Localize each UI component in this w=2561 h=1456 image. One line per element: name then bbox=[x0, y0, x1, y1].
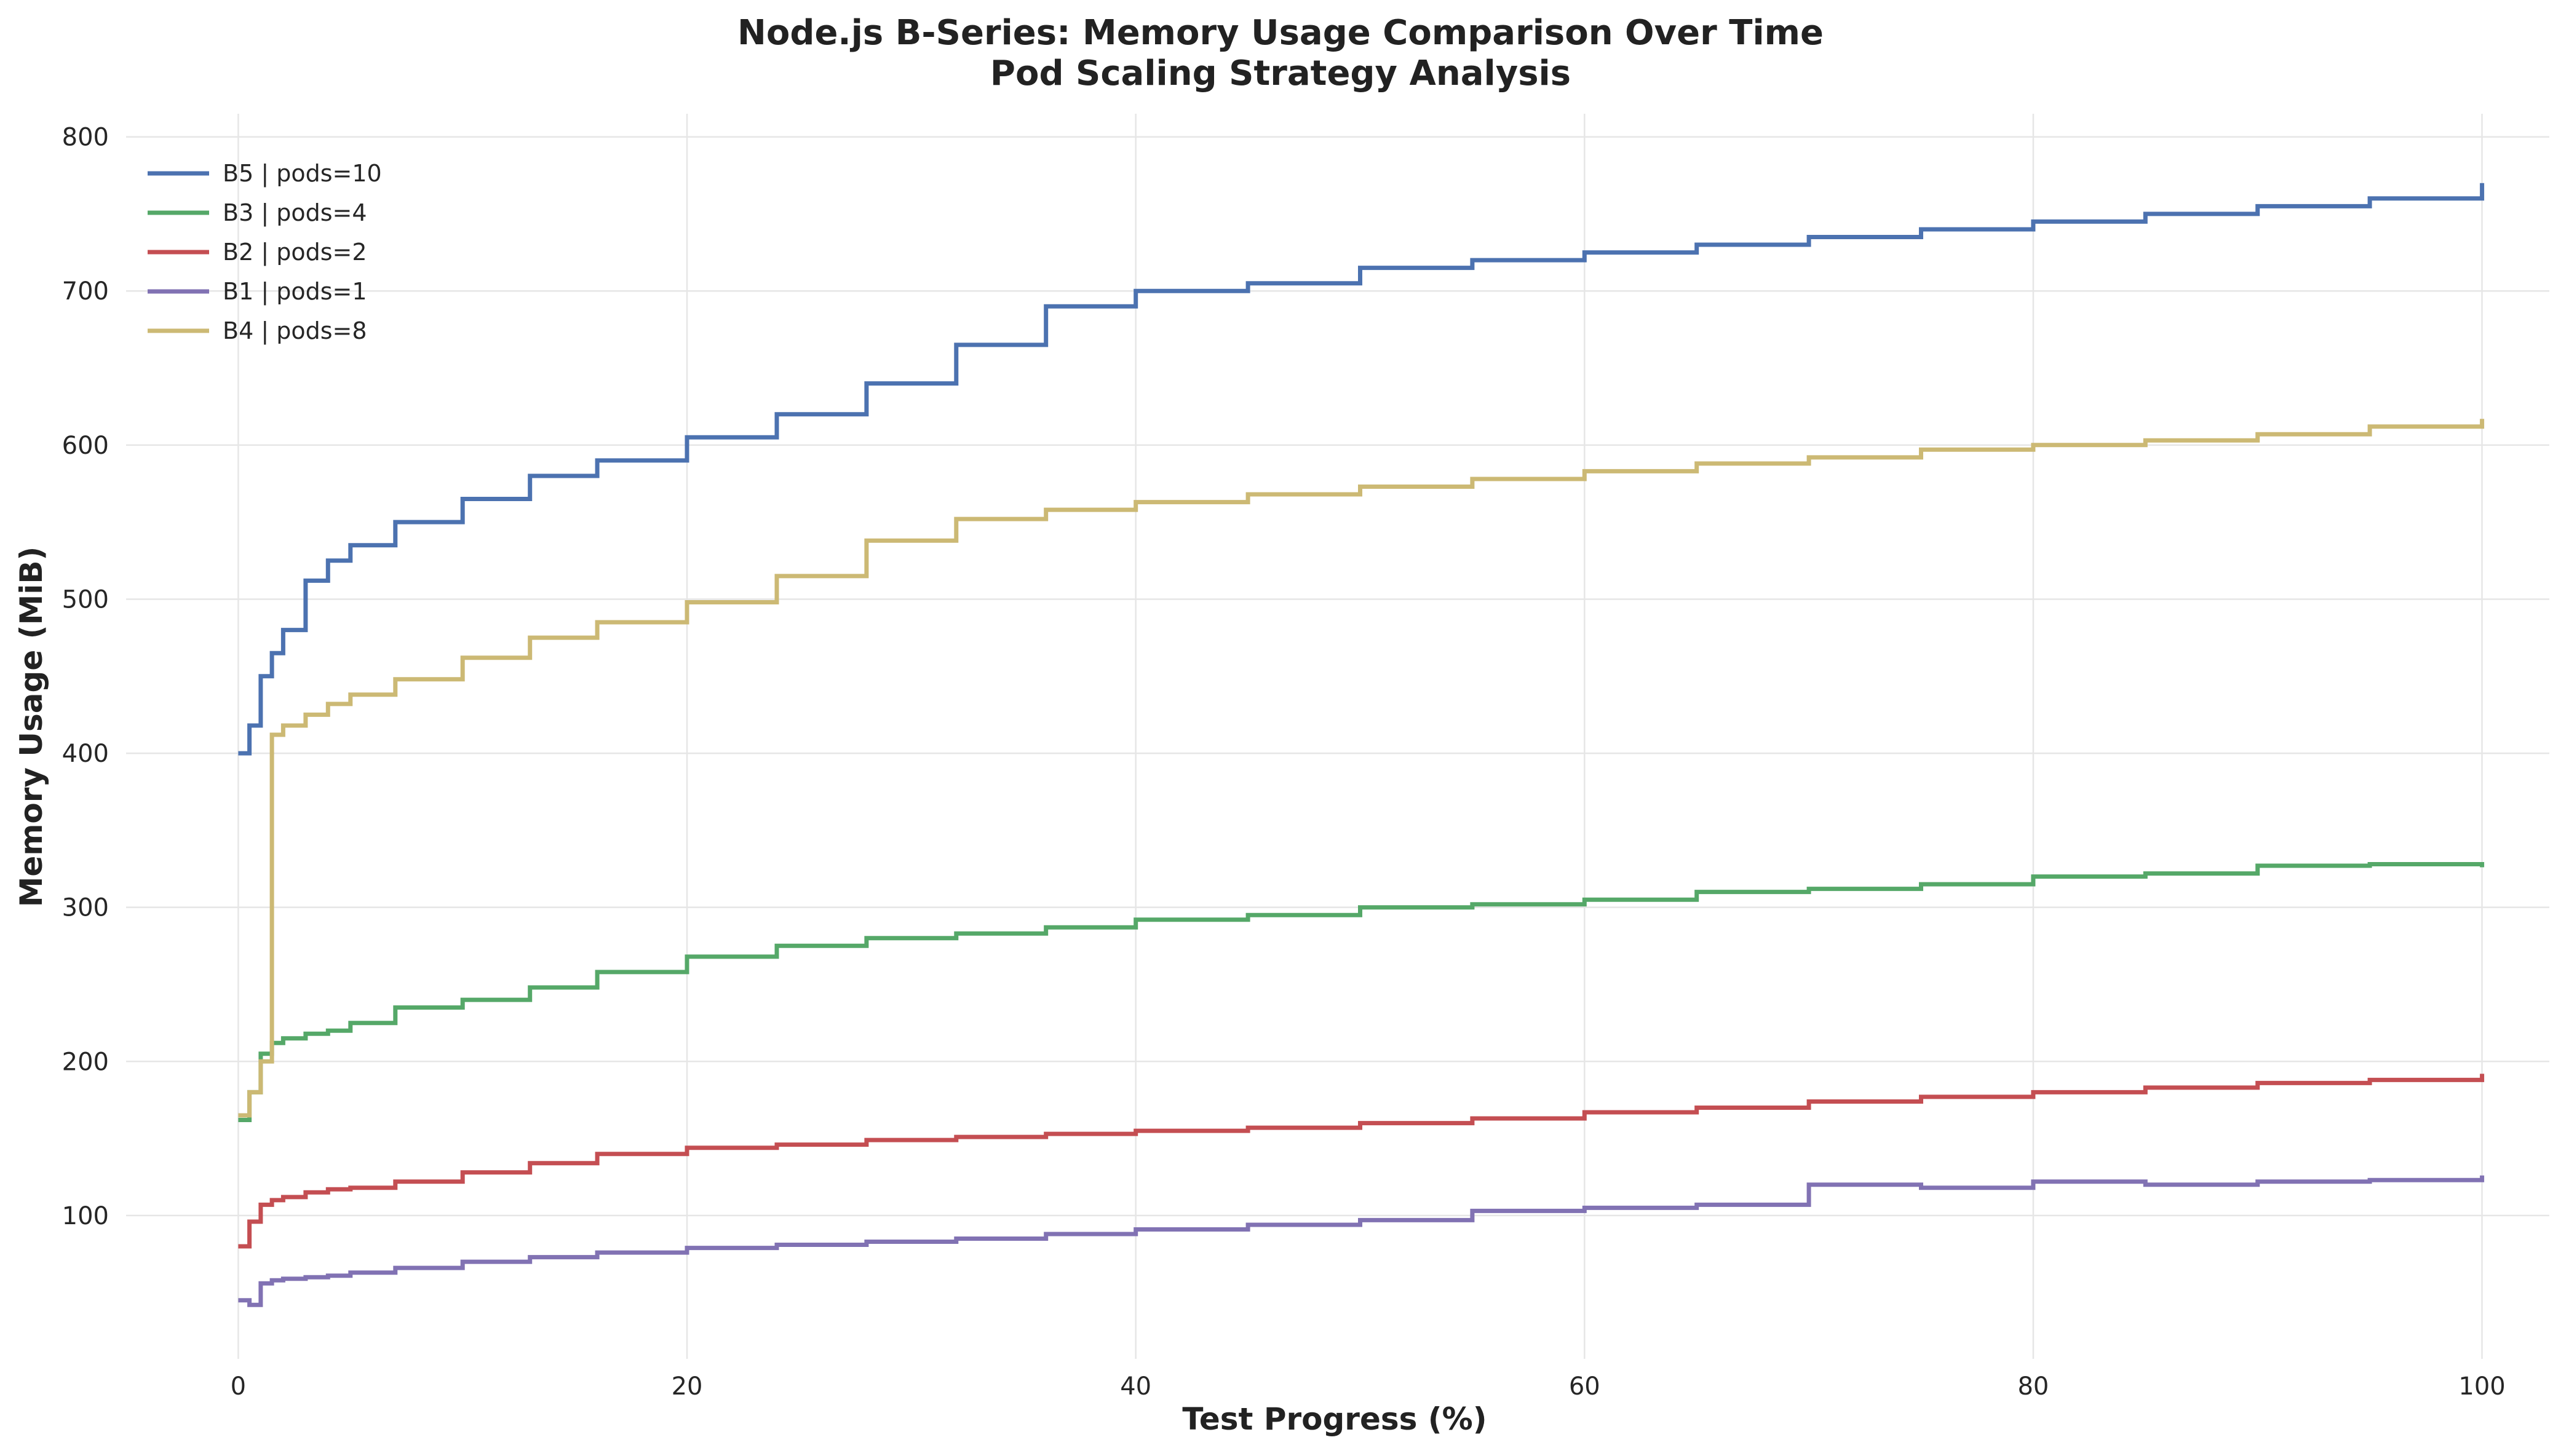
x-tick-label: 40 bbox=[1120, 1372, 1151, 1401]
tick-labels: 0 20 40 60 80 100 100 200 300 400 500 600 700 800 bbox=[62, 124, 2506, 1401]
grid bbox=[126, 114, 2549, 1359]
y-tick-label: 700 bbox=[62, 277, 109, 306]
legend-label: B4 | pods=8 bbox=[223, 317, 367, 345]
chart-title: Node.js B-Series: Memory Usage Compariso… bbox=[737, 13, 1824, 53]
legend: B5 | pods=10 B3 | pods=4 B2 | pods=2 B1 | p… bbox=[148, 160, 382, 345]
x-tick-label: 80 bbox=[2017, 1372, 2049, 1401]
y-tick-label: 300 bbox=[62, 894, 109, 922]
x-tick-label: 100 bbox=[2458, 1372, 2505, 1401]
legend-label: B5 | pods=10 bbox=[223, 160, 382, 188]
x-tick-label: 20 bbox=[672, 1372, 703, 1401]
chart-subtitle: Pod Scaling Strategy Analysis bbox=[990, 53, 1571, 93]
series-line-b1 bbox=[238, 1175, 2485, 1307]
series-line-b5 bbox=[238, 183, 2485, 756]
series-lines bbox=[238, 183, 2485, 1307]
x-tick-label: 0 bbox=[231, 1372, 246, 1401]
x-tick-label: 60 bbox=[1569, 1372, 1600, 1401]
y-tick-label: 400 bbox=[62, 740, 109, 768]
y-tick-label: 600 bbox=[62, 432, 109, 460]
series-line-b2 bbox=[238, 1074, 2485, 1249]
y-axis-label: Memory Usage (MiB) bbox=[14, 547, 49, 908]
legend-label: B2 | pods=2 bbox=[223, 239, 367, 266]
series-line-b3 bbox=[238, 862, 2485, 1122]
y-tick-label: 800 bbox=[62, 124, 109, 152]
legend-label: B3 | pods=4 bbox=[223, 199, 367, 227]
y-tick-label: 500 bbox=[62, 585, 109, 614]
x-axis-label: Test Progress (%) bbox=[1182, 1401, 1487, 1437]
y-tick-label: 100 bbox=[62, 1202, 109, 1230]
legend-label: B1 | pods=1 bbox=[223, 278, 367, 306]
series-line-b4 bbox=[238, 419, 2485, 1118]
y-tick-label: 200 bbox=[62, 1048, 109, 1076]
